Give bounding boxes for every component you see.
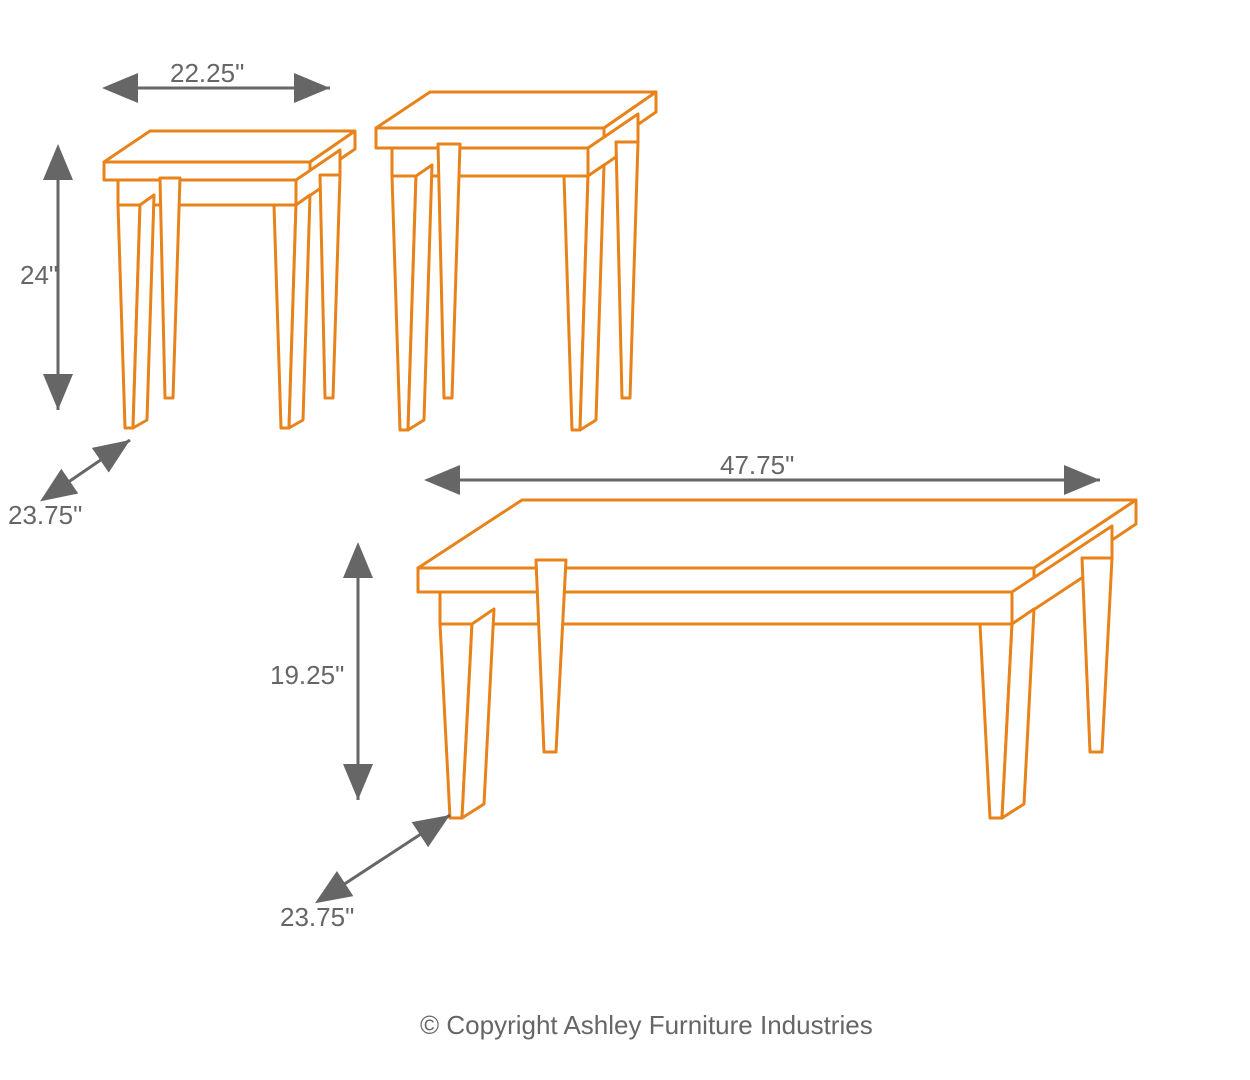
copyright-text: © Copyright Ashley Furniture Industries [420, 1010, 873, 1041]
label-coffee-depth: 23.75" [280, 902, 354, 933]
label-end-table-depth: 23.75" [8, 500, 82, 531]
label-end-table-width: 22.25" [170, 58, 244, 89]
diagram-canvas: 22.25" 24" 23.75" 47.75" 19.25" 23.75" ©… [0, 0, 1250, 1080]
end-table-1 [104, 131, 355, 428]
end-table-2 [376, 92, 656, 430]
label-coffee-height: 19.25" [270, 660, 344, 691]
coffee-table [418, 500, 1136, 818]
label-end-table-height: 24" [20, 260, 58, 291]
diagram-svg [0, 0, 1250, 1080]
label-coffee-width: 47.75" [720, 450, 794, 481]
